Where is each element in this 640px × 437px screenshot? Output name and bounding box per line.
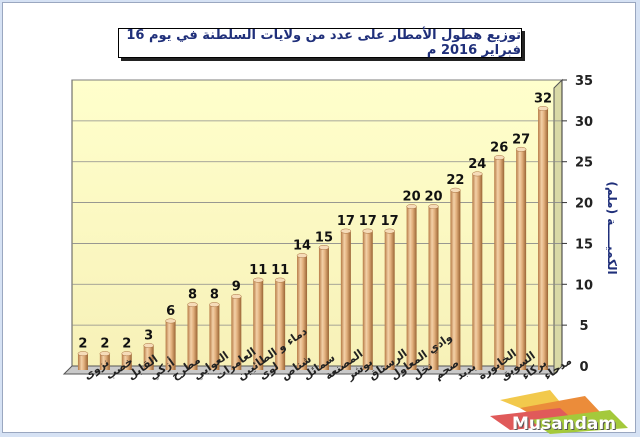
bar-top (340, 228, 352, 234)
bar (516, 149, 527, 370)
bar (99, 353, 110, 370)
data-label: 26 (490, 141, 508, 156)
bar (165, 320, 176, 370)
bar (538, 108, 549, 370)
bar (121, 353, 132, 370)
data-label: 20 (424, 190, 442, 205)
bar-top (209, 302, 220, 308)
data-label: 15 (315, 230, 333, 245)
bar (362, 231, 373, 370)
bar (77, 353, 88, 370)
data-label: 17 (381, 214, 399, 229)
bar-top (428, 204, 439, 210)
bar-top (296, 253, 308, 259)
bar-top (515, 146, 527, 152)
bar (253, 280, 264, 370)
y-tick-label: 25 (575, 156, 593, 171)
bar (406, 206, 417, 370)
y-tick-label: 5 (579, 319, 588, 334)
data-label: 8 (188, 288, 197, 303)
bar-top (77, 351, 89, 357)
data-label: 2 (78, 337, 87, 352)
data-label: 2 (122, 337, 131, 352)
data-label: 24 (468, 157, 486, 172)
bar (275, 280, 286, 370)
plot-side-wall (553, 78, 563, 376)
bar-top (384, 228, 395, 234)
bar-top (187, 302, 198, 308)
data-label: 27 (512, 132, 530, 147)
y-axis-label: الكميـــــة (ملم) (605, 181, 619, 275)
bar (384, 231, 395, 370)
data-label: 20 (403, 190, 421, 205)
bar-top (493, 155, 505, 160)
bar-top (537, 106, 549, 111)
y-tick-label: 0 (579, 360, 588, 375)
bar-top (406, 204, 417, 210)
watermark-text: Musandam (512, 414, 617, 434)
data-label: 6 (166, 304, 175, 319)
bar (428, 206, 439, 370)
bar-top (274, 277, 286, 283)
bar-top (143, 343, 154, 348)
bar (231, 296, 242, 370)
bar (472, 173, 483, 370)
bar (340, 231, 351, 370)
data-label: 2 (100, 337, 109, 352)
bar-top (472, 171, 483, 177)
bar (209, 304, 220, 370)
bar-top (231, 294, 242, 299)
data-label: 17 (337, 214, 355, 229)
data-label: 8 (210, 288, 219, 303)
chart-title: توزيع هطول الأمطار على عدد من ولايات الس… (118, 28, 522, 58)
y-tick-label: 20 (575, 197, 593, 212)
y-tick-label: 30 (575, 115, 593, 130)
y-tick-label: 35 (575, 74, 593, 89)
bar (143, 345, 154, 370)
data-label: 17 (359, 214, 377, 229)
logo-graphic (490, 390, 628, 434)
bar-top (362, 228, 374, 234)
bar (494, 157, 505, 370)
bar-top (318, 244, 330, 250)
bar (450, 190, 461, 370)
data-label: 11 (249, 263, 267, 278)
data-label: 22 (446, 173, 464, 188)
bar (297, 255, 308, 370)
data-label: 3 (144, 328, 153, 343)
bar (318, 247, 329, 370)
data-label: 32 (534, 92, 552, 107)
bar-top (450, 187, 461, 193)
y-tick-label: 10 (575, 278, 593, 293)
bar-top (121, 351, 133, 357)
data-label: 11 (271, 263, 289, 278)
y-tick-label: 15 (575, 237, 593, 252)
bar-top (252, 277, 264, 283)
bar (187, 304, 198, 370)
bar-top (165, 318, 176, 324)
data-label: 14 (293, 239, 311, 254)
plot-back-wall (71, 79, 563, 367)
bar-top (99, 351, 111, 357)
data-label: 9 (232, 279, 241, 294)
